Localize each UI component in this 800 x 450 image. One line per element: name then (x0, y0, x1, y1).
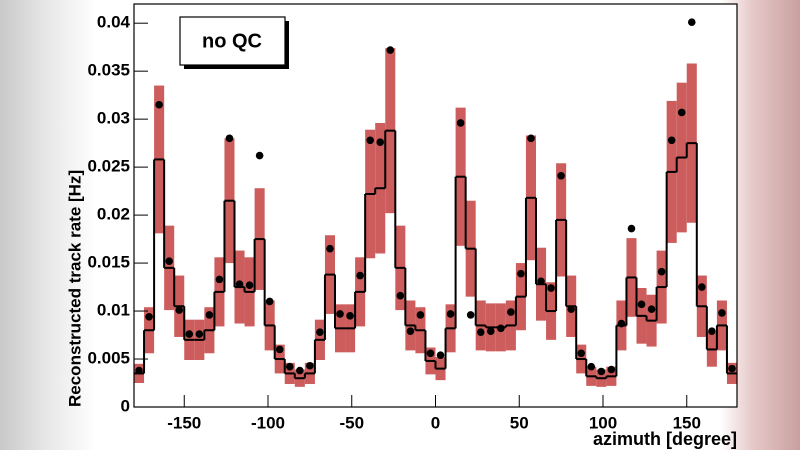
data-point (527, 134, 535, 143)
y-tick-label: 0.005 (87, 349, 130, 368)
data-point (386, 46, 395, 54)
data-point (627, 224, 636, 233)
data-point (326, 244, 334, 253)
data-point (687, 18, 696, 27)
data-point (677, 108, 686, 117)
y-tick-label: 0.035 (87, 61, 130, 80)
y-tick-label: 0.015 (87, 253, 130, 272)
data-point (607, 365, 616, 374)
data-point (235, 280, 244, 288)
data-point (406, 327, 415, 335)
y-tick-label: 0.04 (97, 13, 131, 32)
data-point (617, 319, 626, 328)
data-point (537, 277, 545, 286)
data-point (456, 119, 465, 127)
legend-box (179, 16, 286, 66)
data-point (356, 271, 364, 280)
x-tick-label: -150 (167, 413, 201, 432)
data-point (255, 151, 264, 160)
y-tick-label: 0.01 (97, 301, 130, 320)
x-tick-label: 150 (673, 413, 701, 432)
data-point (215, 275, 224, 284)
data-point (205, 311, 214, 319)
y-tick-label: 0 (121, 396, 130, 415)
data-point (698, 283, 706, 291)
data-point (285, 362, 294, 371)
data-point (346, 312, 354, 320)
data-point (336, 310, 344, 318)
data-point (647, 305, 656, 313)
data-point (155, 100, 163, 109)
x-tick-label: 0 (431, 413, 440, 432)
marks (134, 18, 737, 387)
y-axis-label: Reconstructed track rate [Hz] (65, 170, 84, 407)
data-point (306, 361, 314, 370)
data-point (446, 310, 455, 318)
data-point (265, 297, 274, 306)
data-point (165, 257, 173, 265)
data-point (316, 328, 324, 336)
data-point (426, 349, 435, 358)
legend-text: no QC (202, 30, 262, 52)
data-point (587, 362, 596, 371)
data-point (185, 330, 194, 338)
data-point (497, 324, 505, 333)
data-point (145, 313, 153, 321)
data-point (225, 134, 234, 143)
data-point (366, 136, 374, 145)
data-point (728, 364, 736, 373)
data-point (708, 327, 716, 335)
data-point (436, 351, 445, 359)
data-point (557, 171, 565, 180)
x-tick-label: -50 (339, 413, 364, 432)
data-point (637, 300, 646, 309)
data-point (597, 367, 606, 376)
data-point (718, 309, 726, 317)
data-point (396, 291, 405, 300)
data-point (296, 366, 304, 375)
y-tick-label: 0.025 (87, 157, 130, 176)
data-point (175, 306, 184, 314)
data-point (667, 136, 676, 145)
x-axis-label: azimuth [degree] (593, 429, 737, 449)
data-point (416, 311, 425, 319)
x-tick-label: 100 (589, 413, 617, 432)
data-point (466, 311, 475, 319)
data-point (486, 327, 495, 335)
y-tick-label: 0.02 (97, 205, 130, 224)
data-point (135, 366, 143, 375)
data-point (577, 349, 586, 358)
data-point (567, 305, 575, 313)
data-point (275, 345, 284, 354)
x-tick-label: 50 (510, 413, 529, 432)
data-point (657, 267, 666, 276)
data-point (547, 284, 555, 292)
data-point (507, 308, 515, 316)
data-point (476, 328, 485, 336)
x-tick-label: -100 (251, 413, 285, 432)
data-point (195, 330, 204, 338)
data-point (245, 281, 254, 289)
data-point (376, 138, 385, 146)
y-tick-label: 0.03 (97, 109, 130, 128)
data-point (517, 269, 525, 278)
